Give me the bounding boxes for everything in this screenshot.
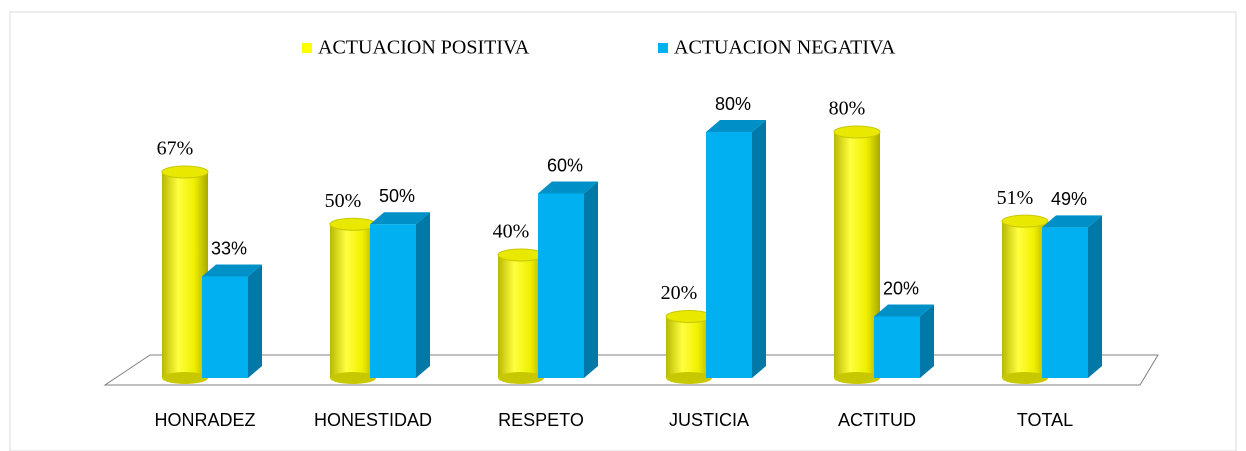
data-label: 20% bbox=[661, 282, 698, 304]
x-tick-label: JUSTICIA bbox=[669, 410, 749, 430]
chart-border bbox=[9, 11, 1237, 451]
x-tick-label: HONESTIDAD bbox=[314, 410, 432, 430]
data-label: 40% bbox=[493, 221, 530, 243]
cylinder-body bbox=[162, 171, 208, 378]
data-label: 33% bbox=[211, 238, 247, 258]
cylinder-bottom bbox=[666, 372, 712, 384]
cylinder-top bbox=[833, 125, 881, 139]
legend-label: ACTUACION NEGATIVA bbox=[674, 37, 896, 59]
x-tick-label: TOTAL bbox=[1017, 410, 1073, 430]
cylinder-top bbox=[329, 217, 377, 231]
x-tick-label: HONRADEZ bbox=[154, 410, 255, 430]
floor bbox=[103, 354, 1159, 386]
box-front bbox=[1042, 227, 1088, 378]
data-label: 60% bbox=[547, 155, 583, 175]
data-label: 67% bbox=[157, 138, 194, 160]
box-side bbox=[584, 181, 598, 378]
cylinder-body bbox=[330, 224, 376, 378]
data-label: 51% bbox=[997, 187, 1034, 209]
cylinder-top bbox=[161, 165, 209, 179]
data-label: 50% bbox=[379, 186, 415, 206]
cylinder-body bbox=[498, 255, 544, 378]
x-tick-label: RESPETO bbox=[498, 410, 584, 430]
x-tick-label: ACTITUD bbox=[838, 410, 916, 430]
box-front bbox=[538, 193, 584, 378]
box-top bbox=[706, 120, 766, 132]
cylinder-bottom bbox=[1002, 372, 1048, 384]
data-label: 49% bbox=[1051, 189, 1087, 209]
box-front bbox=[874, 316, 920, 378]
cylinder-body bbox=[666, 316, 712, 378]
data-label: 80% bbox=[829, 98, 866, 120]
cylinder-bottom bbox=[162, 372, 208, 384]
box-side bbox=[1088, 215, 1102, 378]
legend-swatch bbox=[302, 43, 312, 53]
legend-label: ACTUACION POSITIVA bbox=[318, 37, 530, 59]
box-top bbox=[202, 264, 262, 277]
box-side bbox=[248, 264, 262, 378]
box-top bbox=[370, 212, 430, 225]
cylinder-bottom bbox=[834, 372, 880, 384]
box-top bbox=[538, 181, 598, 194]
data-label: 20% bbox=[883, 278, 919, 298]
box-side bbox=[752, 120, 766, 378]
box-front bbox=[706, 132, 752, 378]
cylinder-top bbox=[1001, 214, 1049, 228]
data-label: 50% bbox=[325, 190, 362, 212]
box-side bbox=[920, 304, 934, 378]
cylinder-top bbox=[497, 248, 545, 262]
box-front bbox=[370, 224, 416, 378]
box-side bbox=[416, 212, 430, 378]
legend-swatch bbox=[658, 43, 668, 53]
cylinder-bottom bbox=[498, 372, 544, 384]
cylinder-top bbox=[665, 310, 713, 323]
cylinder-body bbox=[834, 132, 880, 378]
cylinder-body bbox=[1002, 221, 1048, 378]
box-top bbox=[874, 304, 934, 317]
box-front bbox=[202, 276, 248, 378]
data-label: 80% bbox=[715, 94, 751, 114]
cylinder-bottom bbox=[330, 372, 376, 384]
box-top bbox=[1042, 215, 1102, 228]
